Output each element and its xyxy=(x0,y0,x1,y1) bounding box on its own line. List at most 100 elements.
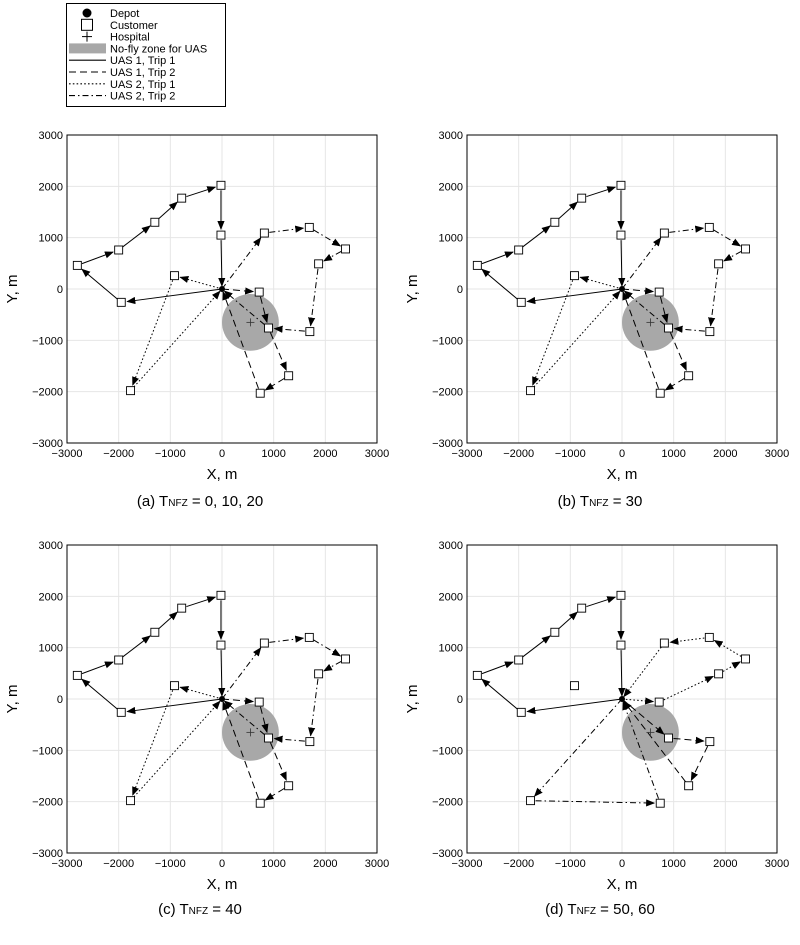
route-segment xyxy=(622,290,659,389)
y-tick-label: −3000 xyxy=(432,848,463,860)
route-segment xyxy=(179,275,223,290)
route-segment xyxy=(222,700,259,799)
customer-marker xyxy=(264,323,273,333)
route-segment xyxy=(308,268,319,327)
caption-subscript: NFZ xyxy=(589,498,609,509)
y-tick-label: −1000 xyxy=(32,335,63,347)
customer-marker xyxy=(472,260,482,270)
legend-nfz-swatch xyxy=(69,43,106,54)
customer-marker xyxy=(126,796,136,806)
legend-label: UAS 2, Trip 1 xyxy=(110,79,175,91)
legend-label: UAS 1, Trip 1 xyxy=(110,55,175,67)
route-segment xyxy=(526,288,623,305)
route-segment xyxy=(623,290,665,326)
route-segment xyxy=(621,237,662,290)
y-tick-label: 2000 xyxy=(39,591,63,603)
y-tick-label: −3000 xyxy=(32,848,63,860)
customer-marker xyxy=(177,603,187,613)
y-tick-label: 3000 xyxy=(439,540,463,552)
route-segment xyxy=(273,735,305,743)
route-segment xyxy=(535,799,656,807)
customer-marker xyxy=(114,245,124,255)
customer-marker xyxy=(664,323,673,333)
x-axis-label: X, m xyxy=(207,876,238,893)
route-segment xyxy=(663,675,715,701)
customer-marker xyxy=(570,271,579,281)
x-tick-label: 3000 xyxy=(365,448,389,460)
customer-marker xyxy=(616,230,626,240)
y-tick-label: 0 xyxy=(457,284,463,296)
route-segment xyxy=(669,332,687,372)
customer-marker xyxy=(655,798,665,808)
route-segment xyxy=(221,697,255,705)
route-segment xyxy=(158,201,178,220)
route-segment xyxy=(481,251,514,265)
depot-marker xyxy=(619,286,625,292)
y-tick-label: −1000 xyxy=(432,335,463,347)
route-segment xyxy=(673,325,705,333)
legend-label: No-fly zone for UAS xyxy=(110,43,207,55)
depot-marker xyxy=(219,286,225,292)
caption-d: (d) TNFZ = 50, 60 xyxy=(400,901,800,918)
x-tick-label: −1000 xyxy=(155,448,186,460)
y-tick-label: 2000 xyxy=(39,181,63,193)
customer-marker xyxy=(684,781,694,791)
customer-marker xyxy=(577,193,587,203)
customer-marker xyxy=(705,737,715,747)
caption-prefix: (c) T xyxy=(158,901,189,918)
y-axis-label: Y, m xyxy=(404,275,421,304)
chart-panel-b: −3000 −2000 −1000 0 1000 2000 3000 −3000 −2000 −1… xyxy=(400,120,800,530)
customer-marker xyxy=(550,217,560,227)
route-segment xyxy=(618,650,626,697)
x-tick-label: −2000 xyxy=(503,448,534,460)
customer-marker xyxy=(616,590,626,600)
x-tick-label: −3000 xyxy=(452,858,483,870)
customer-marker xyxy=(177,193,187,203)
customer-marker xyxy=(170,681,179,691)
customer-marker xyxy=(550,627,560,637)
customer-marker xyxy=(516,707,526,717)
customer-marker xyxy=(72,260,82,270)
route-segment xyxy=(558,611,578,630)
customer-marker xyxy=(741,244,750,254)
customer-marker xyxy=(704,632,714,642)
customer-marker xyxy=(714,669,724,679)
customer-marker xyxy=(255,388,265,398)
route-segment xyxy=(313,639,342,657)
caption-subscript: NFZ xyxy=(168,498,188,509)
route-segment xyxy=(264,787,285,801)
x-tick-label: 3000 xyxy=(365,858,389,870)
x-tick-label: −2000 xyxy=(103,858,134,870)
route-segment xyxy=(269,742,287,782)
caption-subscript: NFZ xyxy=(188,906,209,917)
route-segment xyxy=(690,745,709,782)
route-segment xyxy=(713,640,742,657)
legend-depot-marker xyxy=(82,8,92,18)
x-tick-label: 2000 xyxy=(313,448,337,460)
x-tick-label: 3000 xyxy=(765,448,789,460)
customer-marker xyxy=(305,737,315,747)
customer-marker xyxy=(655,388,665,398)
x-tick-label: −1000 xyxy=(555,448,586,460)
customer-marker xyxy=(616,640,626,650)
customer-marker xyxy=(216,180,226,190)
customer-marker xyxy=(654,697,664,707)
x-tick-label: 0 xyxy=(219,448,225,460)
route-segment xyxy=(659,296,669,324)
y-tick-label: −2000 xyxy=(32,387,63,399)
x-axis-label: X, m xyxy=(207,466,238,483)
route-segment xyxy=(221,287,255,295)
route-segment xyxy=(673,736,705,744)
route-segment xyxy=(323,660,342,672)
caption-prefix: (b) T xyxy=(557,493,590,510)
y-tick-label: −3000 xyxy=(432,438,463,450)
route-segment xyxy=(708,268,719,327)
y-tick-label: 3000 xyxy=(439,130,463,142)
y-tick-label: 0 xyxy=(57,284,63,296)
customer-marker xyxy=(304,222,314,232)
x-tick-label: 0 xyxy=(219,858,225,870)
route-segment xyxy=(621,697,655,705)
customer-marker xyxy=(526,796,536,806)
route-segment xyxy=(221,647,262,700)
